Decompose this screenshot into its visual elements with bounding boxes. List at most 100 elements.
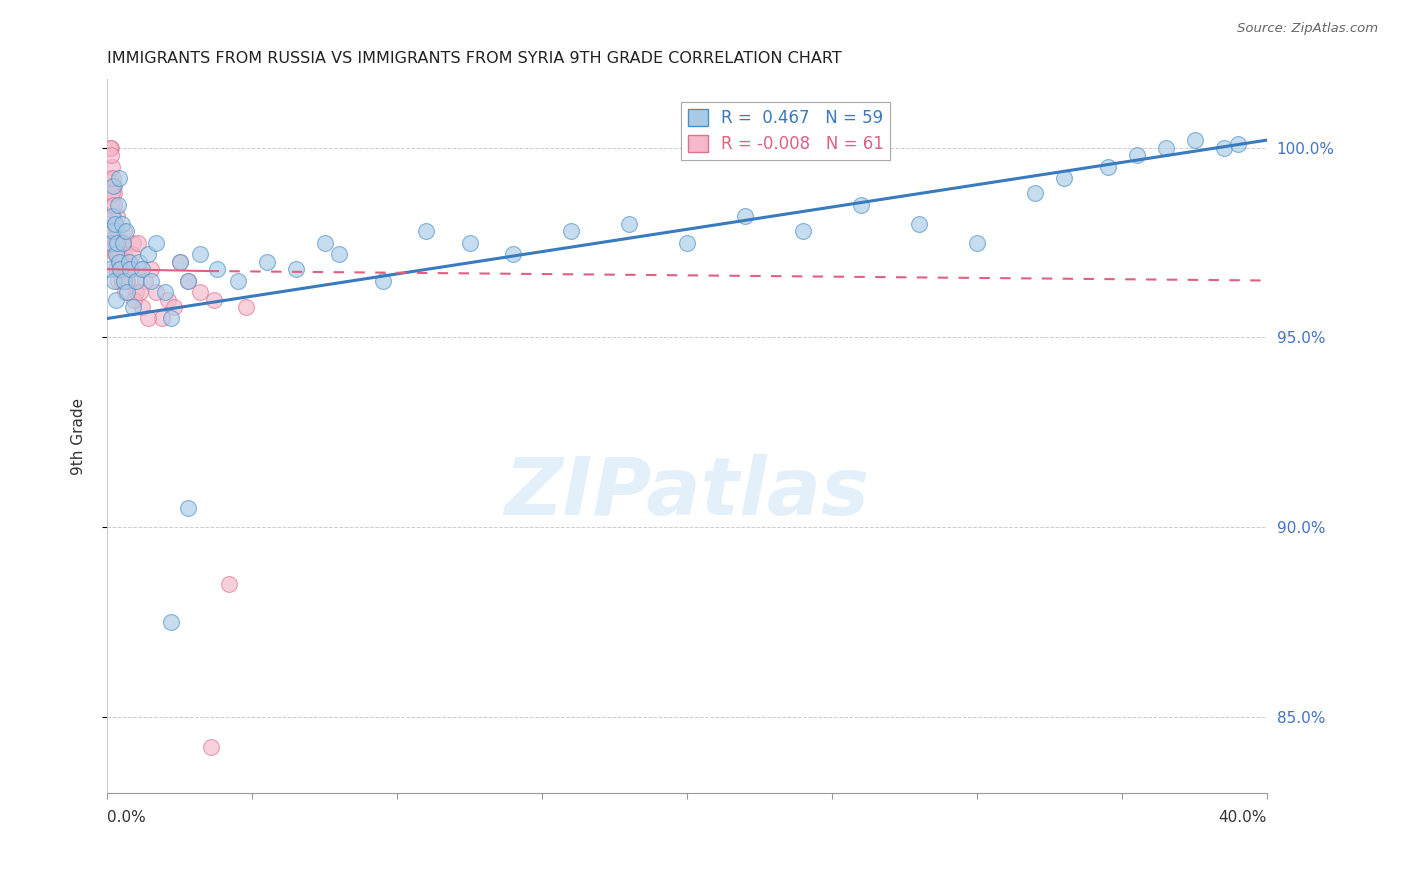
Immigrants from Syria bbox=[122, 235, 145, 250]
Immigrants from Russia bbox=[284, 262, 307, 277]
Immigrants from Russia bbox=[128, 254, 150, 268]
Immigrants from Russia bbox=[105, 235, 128, 250]
Immigrants from Russia bbox=[188, 247, 211, 261]
Immigrants from Russia bbox=[328, 247, 350, 261]
Immigrants from Syria bbox=[139, 262, 162, 277]
Immigrants from Russia bbox=[104, 217, 127, 231]
Immigrants from Syria bbox=[200, 740, 222, 755]
Immigrants from Russia bbox=[153, 285, 176, 299]
Immigrants from Syria bbox=[169, 254, 191, 268]
Immigrants from Syria bbox=[97, 217, 120, 231]
Immigrants from Syria bbox=[105, 209, 128, 223]
Text: Source: ZipAtlas.com: Source: ZipAtlas.com bbox=[1237, 22, 1378, 36]
Immigrants from Russia bbox=[104, 247, 127, 261]
Immigrants from Syria bbox=[98, 171, 121, 186]
Immigrants from Syria bbox=[114, 285, 136, 299]
Immigrants from Russia bbox=[1097, 160, 1119, 174]
Immigrants from Syria bbox=[101, 209, 124, 223]
Immigrants from Russia bbox=[966, 235, 988, 250]
Immigrants from Russia bbox=[207, 262, 229, 277]
Immigrants from Russia bbox=[908, 217, 931, 231]
Legend: R =  0.467   N = 59, R = -0.008   N = 61: R = 0.467 N = 59, R = -0.008 N = 61 bbox=[681, 102, 890, 160]
Immigrants from Russia bbox=[169, 254, 191, 268]
Immigrants from Russia bbox=[107, 171, 129, 186]
Immigrants from Syria bbox=[100, 141, 122, 155]
Immigrants from Syria bbox=[120, 262, 142, 277]
Immigrants from Syria bbox=[104, 235, 127, 250]
Immigrants from Syria bbox=[100, 197, 122, 211]
Immigrants from Syria bbox=[122, 293, 145, 307]
Immigrants from Syria bbox=[118, 254, 141, 268]
Immigrants from Syria bbox=[98, 141, 121, 155]
Immigrants from Russia bbox=[117, 285, 139, 299]
Immigrants from Syria bbox=[218, 577, 240, 591]
Immigrants from Syria bbox=[129, 285, 152, 299]
Immigrants from Russia bbox=[105, 293, 128, 307]
Text: ZIPatlas: ZIPatlas bbox=[505, 454, 869, 533]
Immigrants from Russia bbox=[415, 224, 437, 238]
Immigrants from Syria bbox=[125, 285, 148, 299]
Immigrants from Russia bbox=[103, 274, 125, 288]
Text: 0.0%: 0.0% bbox=[107, 810, 146, 824]
Immigrants from Syria bbox=[177, 274, 200, 288]
Immigrants from Syria bbox=[145, 285, 167, 299]
Immigrants from Syria bbox=[115, 274, 138, 288]
Immigrants from Russia bbox=[177, 501, 200, 516]
Immigrants from Russia bbox=[1024, 186, 1046, 201]
Immigrants from Russia bbox=[256, 254, 278, 268]
Immigrants from Russia bbox=[108, 254, 131, 268]
Immigrants from Russia bbox=[1154, 141, 1177, 155]
Immigrants from Syria bbox=[98, 235, 121, 250]
Immigrants from Russia bbox=[458, 235, 481, 250]
Immigrants from Syria bbox=[101, 224, 124, 238]
Immigrants from Russia bbox=[101, 178, 124, 193]
Immigrants from Russia bbox=[617, 217, 640, 231]
Immigrants from Russia bbox=[98, 262, 121, 277]
Immigrants from Syria bbox=[156, 293, 179, 307]
Immigrants from Russia bbox=[371, 274, 394, 288]
Immigrants from Syria bbox=[188, 285, 211, 299]
Immigrants from Russia bbox=[160, 615, 183, 630]
Immigrants from Russia bbox=[1227, 136, 1250, 151]
Immigrants from Syria bbox=[136, 311, 159, 326]
Immigrants from Syria bbox=[112, 224, 135, 238]
Immigrants from Syria bbox=[131, 300, 153, 314]
Immigrants from Russia bbox=[849, 197, 872, 211]
Immigrants from Russia bbox=[1053, 171, 1076, 186]
Immigrants from Syria bbox=[110, 235, 132, 250]
Immigrants from Syria bbox=[111, 262, 134, 277]
Immigrants from Syria bbox=[118, 262, 141, 277]
Immigrants from Syria bbox=[107, 247, 129, 261]
Immigrants from Russia bbox=[103, 224, 125, 238]
Immigrants from Russia bbox=[1184, 133, 1206, 147]
Immigrants from Syria bbox=[111, 274, 134, 288]
Immigrants from Syria bbox=[104, 235, 127, 250]
Immigrants from Russia bbox=[100, 235, 122, 250]
Immigrants from Syria bbox=[163, 300, 186, 314]
Immigrants from Russia bbox=[107, 197, 129, 211]
Immigrants from Syria bbox=[105, 262, 128, 277]
Immigrants from Russia bbox=[111, 235, 134, 250]
Immigrants from Russia bbox=[118, 254, 141, 268]
Immigrants from Russia bbox=[108, 262, 131, 277]
Text: 40.0%: 40.0% bbox=[1219, 810, 1267, 824]
Immigrants from Russia bbox=[120, 262, 142, 277]
Immigrants from Syria bbox=[104, 247, 127, 261]
Immigrants from Russia bbox=[125, 274, 148, 288]
Immigrants from Syria bbox=[127, 235, 149, 250]
Immigrants from Syria bbox=[105, 224, 128, 238]
Immigrants from Russia bbox=[676, 235, 699, 250]
Immigrants from Russia bbox=[1212, 141, 1234, 155]
Immigrants from Russia bbox=[177, 274, 200, 288]
Immigrants from Russia bbox=[314, 235, 336, 250]
Immigrants from Russia bbox=[502, 247, 524, 261]
Immigrants from Syria bbox=[108, 262, 131, 277]
Immigrants from Russia bbox=[115, 224, 138, 238]
Immigrants from Syria bbox=[235, 300, 257, 314]
Immigrants from Syria bbox=[101, 171, 124, 186]
Y-axis label: 9th Grade: 9th Grade bbox=[72, 398, 86, 475]
Immigrants from Syria bbox=[103, 186, 125, 201]
Immigrants from Syria bbox=[128, 262, 150, 277]
Immigrants from Russia bbox=[110, 217, 132, 231]
Immigrants from Russia bbox=[101, 209, 124, 223]
